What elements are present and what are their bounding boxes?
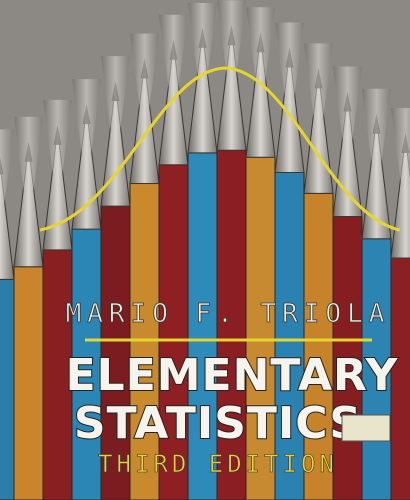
title-line: STATISTICS xyxy=(74,398,362,449)
bell-curve xyxy=(39,66,401,232)
pencil-tip-upper xyxy=(72,79,101,190)
pencil-tip-upper xyxy=(362,88,391,199)
pencil-body xyxy=(0,278,15,500)
pencil-tip-upper xyxy=(391,107,410,218)
pencil-tip-upper xyxy=(101,56,130,167)
pencil-tip xyxy=(0,159,15,280)
author: MARIO F. TRIOLA xyxy=(66,299,391,329)
sticker xyxy=(341,414,391,442)
pencil-tip-upper xyxy=(0,129,14,236)
pencil-tip-upper xyxy=(304,43,333,154)
pencil-tip-upper xyxy=(14,116,43,227)
pencil-body xyxy=(158,164,189,500)
pencil-tip-upper xyxy=(275,22,304,133)
edition: THIRD EDITION xyxy=(98,450,338,478)
title-line: ELEMENTARY xyxy=(66,350,399,401)
pencil-tip-upper xyxy=(188,2,217,113)
pencil-body xyxy=(303,192,334,500)
pencil-body xyxy=(129,183,160,500)
pencil-body xyxy=(100,205,131,500)
pencil-body xyxy=(42,249,73,500)
pencil-body xyxy=(71,228,102,500)
pencil-tip-upper xyxy=(130,33,159,144)
pencil-body xyxy=(245,156,276,500)
pencil-tip-upper xyxy=(333,66,362,177)
pencil-tip-upper xyxy=(217,0,246,111)
pencil-body xyxy=(216,149,247,500)
pencil-tip-upper xyxy=(43,99,72,210)
pencil-tip-upper xyxy=(159,14,188,125)
pencil-tip-upper xyxy=(246,7,275,118)
pencil-body xyxy=(187,152,218,500)
pencil-body xyxy=(13,266,44,500)
